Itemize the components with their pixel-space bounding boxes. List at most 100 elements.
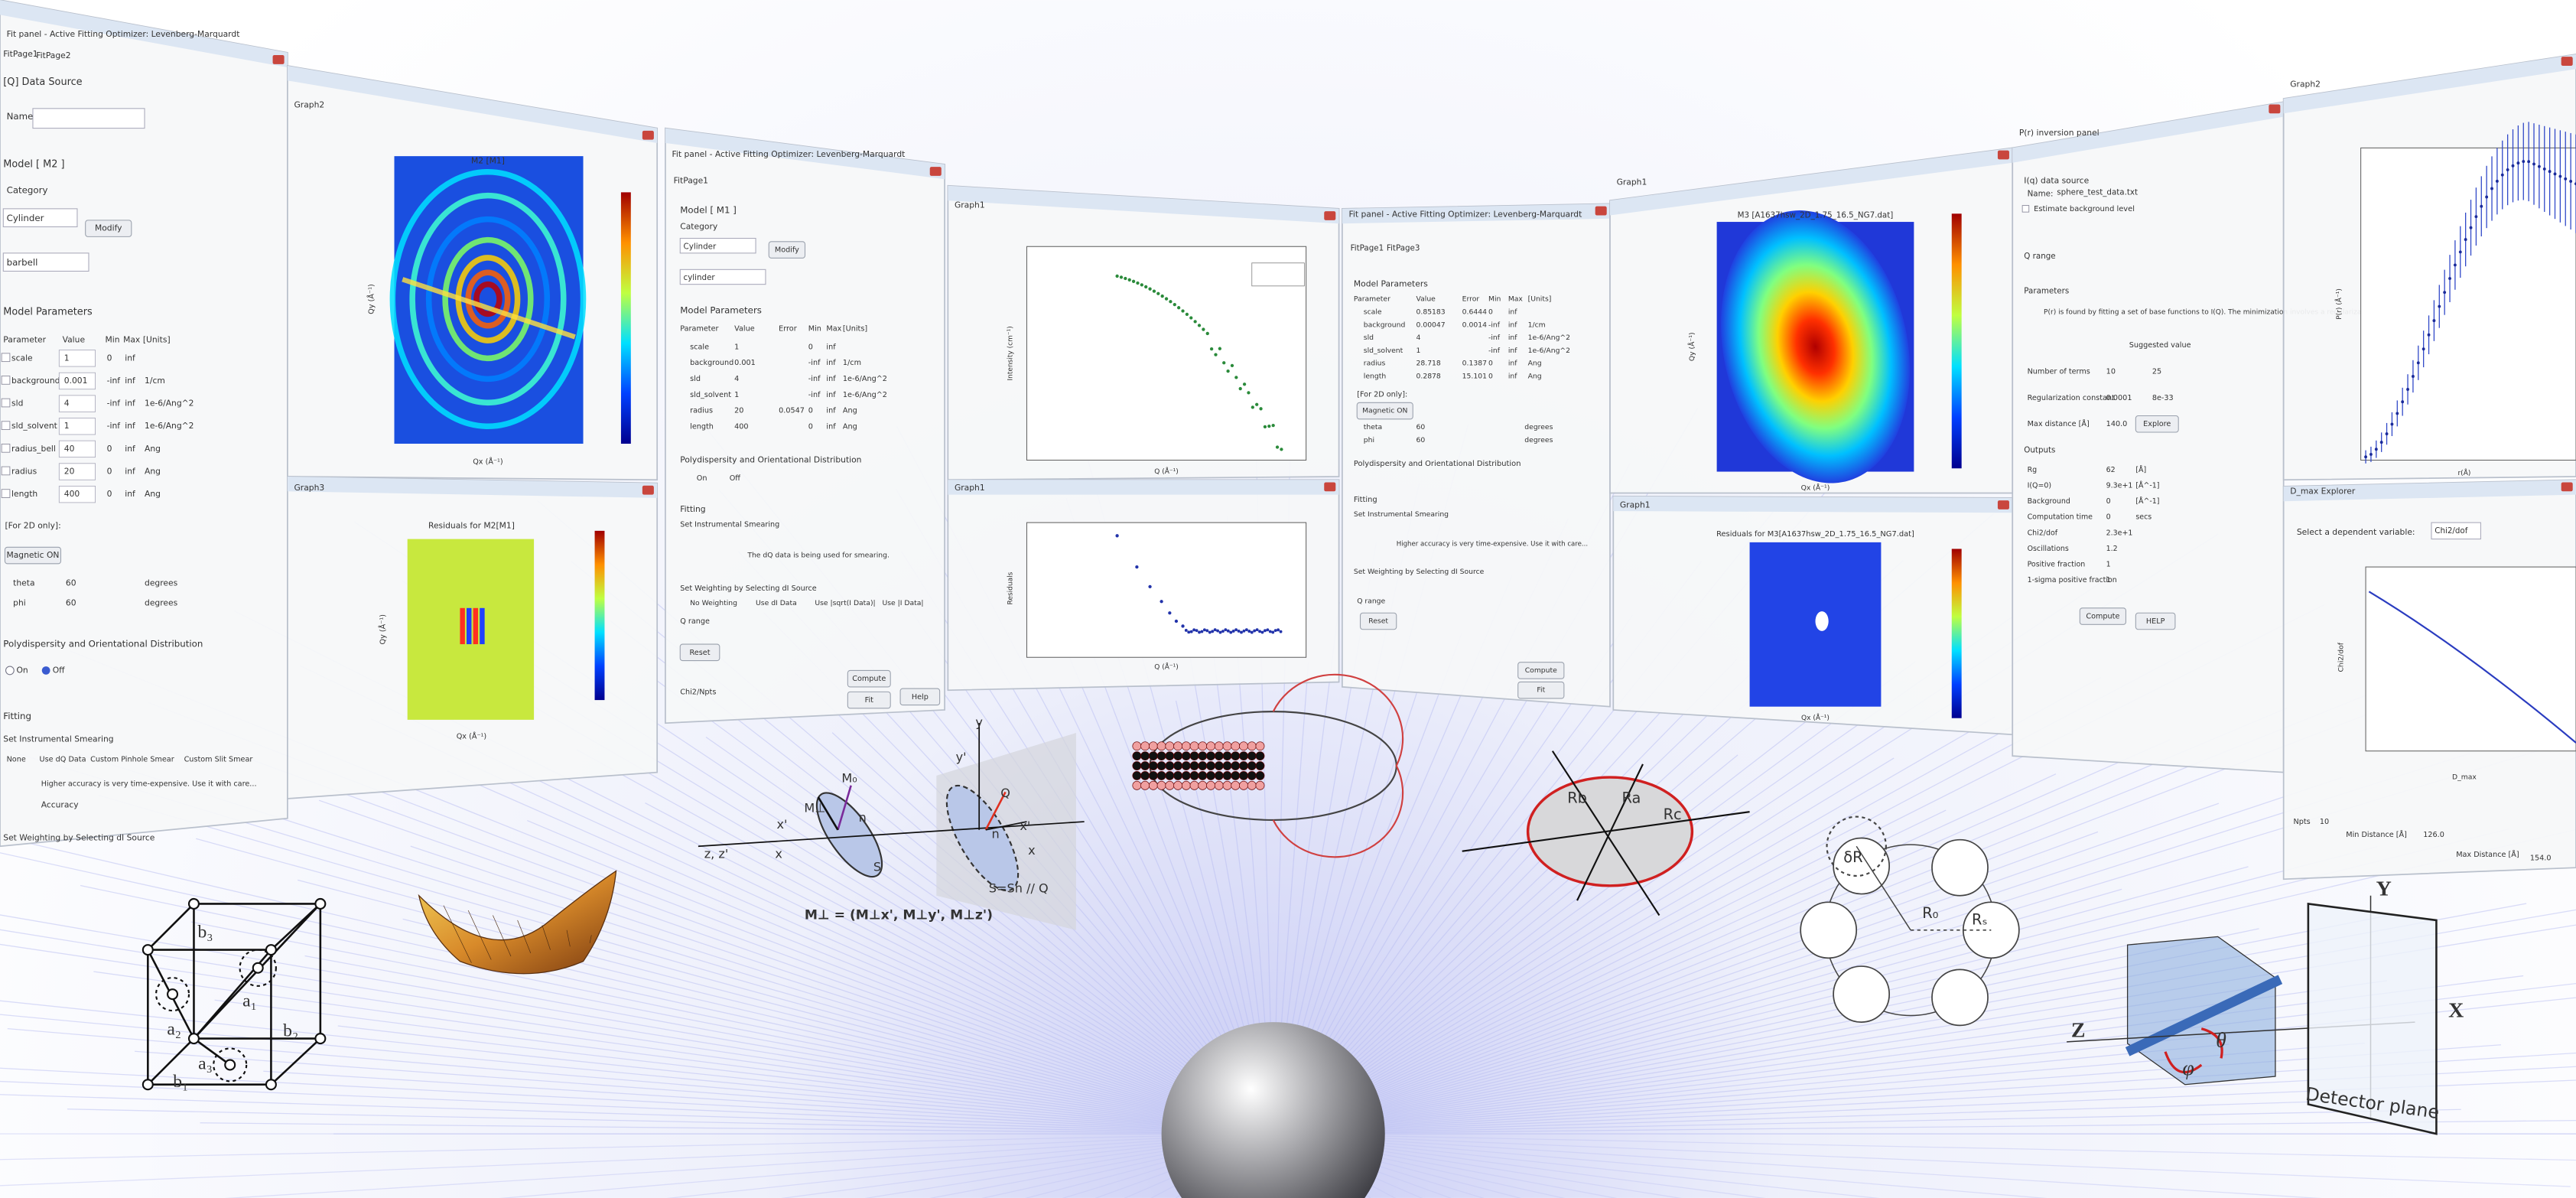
- radio[interactable]: [41, 666, 50, 675]
- button[interactable]: [679, 643, 720, 662]
- lipid-head: [1198, 741, 1208, 751]
- plot-point: [2474, 215, 2478, 219]
- close-button[interactable]: [2561, 57, 2573, 66]
- input[interactable]: [58, 372, 96, 390]
- input[interactable]: [58, 350, 96, 367]
- light-ray: [80, 884, 1273, 1135]
- input[interactable]: [58, 486, 96, 503]
- table-cell: 8e-33: [2152, 394, 2174, 402]
- checkbox[interactable]: [1, 466, 11, 476]
- label: barbell: [7, 257, 38, 268]
- close-button[interactable]: [1324, 211, 1336, 220]
- light-ray: [929, 1133, 1273, 1198]
- diagram-label: S: [873, 860, 881, 874]
- dropdown[interactable]: [679, 269, 766, 285]
- checkbox[interactable]: [1, 376, 11, 385]
- dropdown[interactable]: [679, 237, 756, 254]
- button[interactable]: [1517, 681, 1565, 699]
- plot-point: [1140, 283, 1143, 287]
- button[interactable]: [847, 669, 891, 688]
- table-cell: 20: [734, 407, 743, 415]
- light-ray: [1273, 944, 2129, 1135]
- button[interactable]: [847, 691, 891, 709]
- close-button[interactable]: [642, 485, 654, 495]
- label: Set Weighting by Selecting dI Source: [680, 584, 817, 593]
- button[interactable]: [2079, 607, 2126, 625]
- table-cell: 0: [107, 467, 112, 477]
- close-button[interactable]: [1324, 482, 1336, 492]
- label: Custom Slit Smear: [184, 755, 253, 763]
- shell-sphere: [1931, 968, 1989, 1027]
- input[interactable]: [58, 395, 96, 412]
- plot-point: [2485, 195, 2489, 199]
- close-button[interactable]: [1595, 206, 1607, 216]
- lipid-head: [1156, 741, 1166, 751]
- plot-point: [1189, 316, 1193, 320]
- input[interactable]: [58, 463, 96, 480]
- lattice-atom: [224, 1059, 236, 1071]
- table-cell: 60: [1416, 436, 1426, 444]
- dropdown[interactable]: [2431, 522, 2481, 540]
- plot-point: [1197, 324, 1202, 327]
- dropdown[interactable]: [32, 108, 145, 129]
- plot-point: [1218, 347, 1222, 350]
- dashed-ring: [1826, 815, 1887, 877]
- close-button[interactable]: [2561, 482, 2573, 492]
- close-button[interactable]: [272, 55, 285, 64]
- diagram-label: y: [975, 715, 983, 730]
- table-header: Error: [779, 325, 797, 334]
- label: Max Distance [Å]: [2456, 849, 2519, 859]
- button[interactable]: [1517, 662, 1565, 679]
- plot-point: [2411, 375, 2415, 378]
- button[interactable]: [1356, 402, 1413, 420]
- plot-point: [1213, 628, 1217, 632]
- checkbox[interactable]: [2021, 205, 2030, 213]
- button[interactable]: [899, 688, 941, 706]
- label: Category: [680, 221, 718, 231]
- diagram-label: Q: [1000, 786, 1010, 800]
- close-button[interactable]: [2269, 104, 2281, 114]
- close-button[interactable]: [1997, 150, 2009, 160]
- checkbox[interactable]: [1, 444, 11, 453]
- dropdown[interactable]: [2, 208, 78, 228]
- table-cell: 400: [64, 489, 80, 499]
- table-cell: secs: [2135, 513, 2152, 522]
- dropdown[interactable]: [2, 252, 89, 272]
- light-ray: [337, 1025, 1273, 1135]
- lipid-head: [1222, 780, 1232, 790]
- label: Category: [7, 185, 48, 196]
- button-label: Help: [912, 693, 929, 702]
- label: Q (Å⁻¹): [1154, 467, 1179, 476]
- table-cell: 400: [734, 422, 748, 431]
- lipid-head: [1255, 780, 1265, 790]
- checkbox[interactable]: [1, 421, 11, 430]
- close-button[interactable]: [929, 167, 942, 176]
- button-label: Compute: [1525, 666, 1557, 675]
- radio[interactable]: [5, 666, 15, 676]
- button[interactable]: [2135, 612, 2176, 630]
- diagram-line: [270, 1037, 321, 1086]
- table-header: Min: [1488, 295, 1501, 303]
- section-title: Model Parameters: [3, 307, 93, 318]
- checkbox[interactable]: [1, 489, 11, 498]
- input[interactable]: [58, 440, 96, 458]
- light-ray: [527, 819, 1273, 1135]
- plot-point: [1230, 363, 1234, 368]
- button[interactable]: [768, 241, 806, 259]
- close-button[interactable]: [1997, 500, 2009, 509]
- title-bar: [287, 476, 658, 498]
- close-button[interactable]: [642, 130, 654, 140]
- button[interactable]: [2135, 415, 2179, 433]
- diagram-label: S=Sn // Q: [989, 881, 1049, 896]
- plot-point: [2564, 177, 2568, 181]
- input[interactable]: [58, 418, 96, 435]
- fit-panel: [2012, 101, 2285, 773]
- table-cell: inf: [125, 489, 135, 499]
- checkbox[interactable]: [1, 353, 11, 363]
- button[interactable]: [4, 546, 62, 565]
- label: 126.0: [2423, 831, 2444, 839]
- button[interactable]: [85, 220, 132, 237]
- button[interactable]: [1359, 612, 1397, 630]
- checkbox[interactable]: [1, 398, 11, 408]
- lipid-head: [1247, 741, 1257, 751]
